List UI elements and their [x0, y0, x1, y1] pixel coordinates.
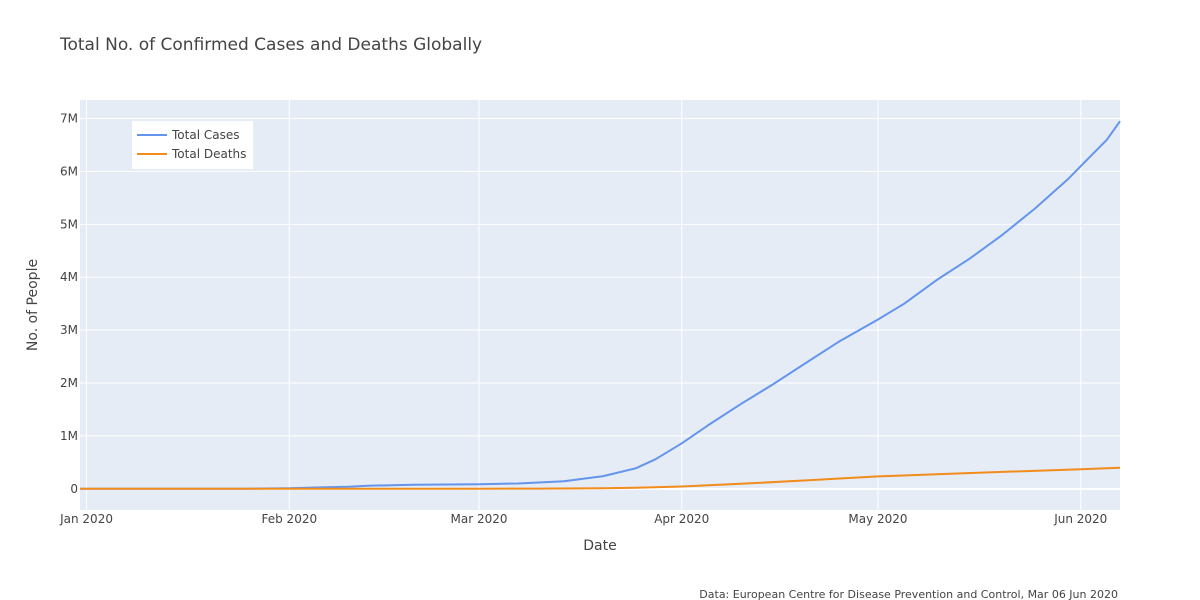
series-line-total-deaths[interactable] — [80, 466, 1121, 490]
x-tick-label: Feb 2020 — [262, 512, 318, 526]
x-axis-ticks: Jan 2020 Feb 2020 Mar 2020 Apr 2020 May 2020… — [59, 512, 1107, 526]
legend-box — [132, 121, 253, 169]
legend-label-total-cases[interactable]: Total Cases — [171, 128, 239, 142]
series-line-total-cases[interactable] — [80, 120, 1121, 490]
x-tick-label: Apr 2020 — [654, 512, 709, 526]
y-tick-label: 4M — [60, 270, 78, 284]
source-note: Data: European Centre for Disease Preven… — [699, 588, 1118, 600]
legend[interactable]: Total Cases Total Deaths — [132, 121, 253, 169]
x-tick-label: Jun 2020 — [1053, 512, 1107, 526]
x-tick-label: May 2020 — [848, 512, 907, 526]
y-axis-title: No. of People — [25, 259, 41, 351]
x-tick-label: Mar 2020 — [450, 512, 507, 526]
y-tick-label: 0 — [70, 482, 78, 496]
chart-title: Total No. of Confirmed Cases and Deaths … — [59, 35, 482, 55]
plot-area — [80, 100, 1120, 510]
x-tick-label: Jan 2020 — [59, 512, 113, 526]
series-layer — [80, 120, 1121, 490]
y-tick-label: 6M — [60, 164, 78, 178]
gridlines — [80, 100, 1120, 510]
y-tick-label: 1M — [60, 429, 78, 443]
legend-label-total-deaths[interactable]: Total Deaths — [171, 147, 246, 161]
y-tick-label: 3M — [60, 323, 78, 337]
y-axis-ticks: 0 1M 2M 3M 4M 5M 6M 7M — [60, 112, 78, 496]
x-axis-title: Date — [583, 538, 616, 554]
y-tick-label: 2M — [60, 376, 78, 390]
y-tick-label: 5M — [60, 217, 78, 231]
y-tick-label: 7M — [60, 112, 78, 126]
